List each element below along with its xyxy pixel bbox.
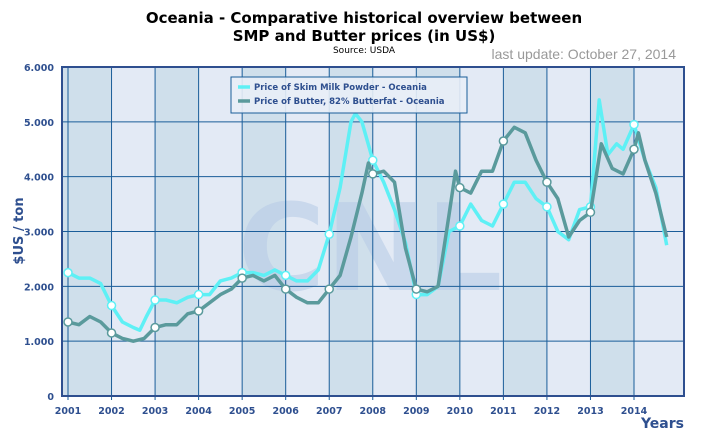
legend-label: Price of Skim Milk Powder - Oceania <box>254 83 427 93</box>
data-point-marker <box>498 136 509 146</box>
x-tick-label: 2013 <box>577 406 603 417</box>
data-point-marker <box>368 155 378 165</box>
x-tick-label: 2014 <box>621 406 648 417</box>
x-tick-label: 2005 <box>229 406 255 417</box>
data-point-marker <box>63 317 73 327</box>
x-tick-label: 2008 <box>360 406 387 417</box>
legend-box <box>230 76 468 114</box>
data-point-marker <box>106 328 117 338</box>
y-tick-label: 2.000 <box>24 282 54 293</box>
x-tick-label: 2007 <box>316 406 342 417</box>
x-tick-label: 2009 <box>403 406 429 417</box>
data-point-marker <box>193 306 204 316</box>
data-point-marker <box>411 284 422 294</box>
chart-subtitle: Source: USDA <box>332 46 396 56</box>
data-point-marker <box>150 295 160 305</box>
plot-border <box>61 66 685 397</box>
y-tick-label: 5.000 <box>24 118 54 129</box>
data-point-marker <box>455 221 465 231</box>
x-tick-label: 2006 <box>272 406 299 417</box>
data-point-marker <box>63 267 73 278</box>
last-update: last update: October 27, 2014 <box>491 46 676 62</box>
y-tick-label: 3.000 <box>24 228 54 239</box>
data-point-marker <box>280 270 291 281</box>
data-point-marker <box>542 177 552 187</box>
y-tick-label: 6.000 <box>24 63 54 74</box>
chart-title-line2: SMP and Butter prices (in US$) <box>232 27 496 45</box>
data-point-marker <box>324 229 334 239</box>
x-tick-label: 2001 <box>55 406 81 417</box>
x-tick-label: 2010 <box>447 406 474 417</box>
y-tick-label: 4.000 <box>24 173 54 184</box>
data-point-marker <box>106 300 117 311</box>
x-tick-label: 2002 <box>98 406 124 417</box>
legend-label: Price of Butter, 82% Butterfat - Oceania <box>254 97 445 107</box>
x-tick-label: 2003 <box>142 406 168 417</box>
data-point-marker <box>629 144 639 154</box>
data-point-marker <box>280 284 291 294</box>
y-tick-label: 0 <box>47 392 54 403</box>
watermark-logo: CNL <box>238 180 503 319</box>
data-point-marker <box>629 119 639 130</box>
x-tick-label: 2011 <box>490 406 516 417</box>
data-point-marker <box>193 289 204 300</box>
data-point-marker <box>455 182 465 193</box>
y-axis-label: $US / ton <box>12 197 27 264</box>
data-point-marker <box>150 322 160 333</box>
data-point-marker <box>542 202 552 212</box>
chart-title-line1: Oceania - Comparative historical overvie… <box>145 9 583 27</box>
data-point-marker <box>585 207 596 218</box>
x-axis-label: Years <box>640 416 684 432</box>
x-tick-label: 2004 <box>185 406 212 417</box>
data-point-marker <box>368 169 378 179</box>
data-point-marker <box>237 273 247 283</box>
data-point-marker <box>498 199 509 209</box>
y-tick-label: 1.000 <box>24 337 54 348</box>
data-point-marker <box>324 284 334 294</box>
x-tick-label: 2012 <box>534 406 560 417</box>
